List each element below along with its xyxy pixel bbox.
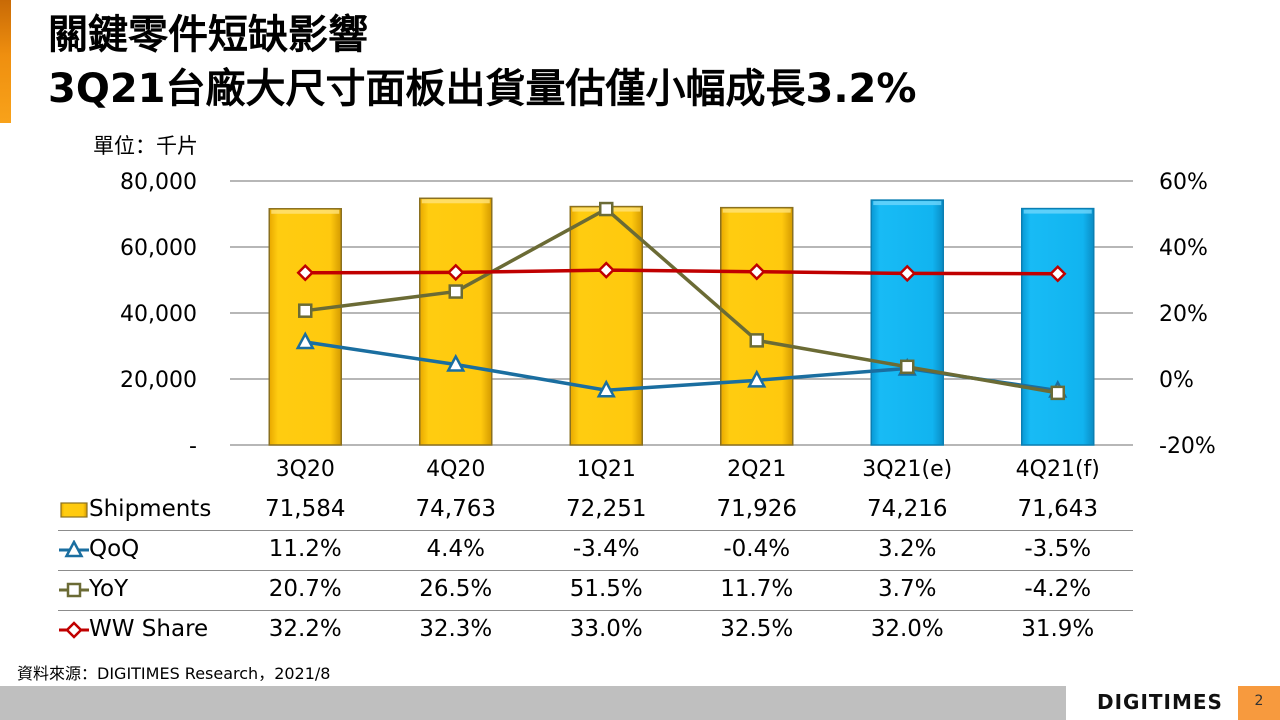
legend-key-shipments [60, 502, 88, 518]
source-note: 資料來源：DIGITIMES Research，2021/8 [17, 664, 331, 683]
page-title-line2: 3Q21台廠大尺寸面板出貨量估僅小幅成長3.2% [48, 66, 917, 112]
ww-share-point [1048, 264, 1067, 283]
legend-marker [65, 621, 83, 639]
ww-share-point [747, 262, 766, 281]
yoy-point [1050, 385, 1065, 401]
right-axis-tick-label: 0% [1159, 368, 1194, 393]
x-axis-tick-label: 4Q21(f) [1016, 457, 1100, 482]
line-yoy [305, 207, 1059, 395]
bar-highlight [1023, 209, 1092, 214]
x-axis-tick-label: 1Q21 [577, 457, 636, 482]
qoq-point [596, 379, 616, 398]
x-axis-tick-label: 2Q21 [727, 457, 786, 482]
bar-highlight [722, 208, 791, 213]
row-label: QoQ [89, 536, 140, 562]
legend-marker [66, 582, 82, 598]
gridlines [230, 180, 1133, 446]
left-axis-tick-label: 60,000 [120, 236, 197, 261]
x-axis-tick-label: 3Q21(e) [862, 457, 952, 482]
page-title-line1: 關鍵零件短缺影響 [48, 12, 368, 58]
left-axis-tick-label: 20,000 [120, 368, 197, 393]
bar-4Q21(f) [1021, 207, 1095, 446]
lines [295, 201, 1068, 401]
table-cell: -0.4% [723, 536, 791, 562]
page-number: 2 [1254, 693, 1264, 709]
yoy-point [599, 201, 614, 217]
x-axis-tick-label: 4Q20 [426, 457, 485, 482]
legend-key-ww-share [59, 621, 89, 639]
ww-share-point [597, 261, 616, 279]
row-label: YoY [89, 576, 129, 602]
ww-share-point [296, 263, 315, 282]
row-label: Shipments [89, 496, 212, 522]
unit-label: 單位：千片 [93, 134, 198, 158]
left-axis-tick-label: 40,000 [120, 302, 197, 327]
qoq-point [747, 369, 767, 388]
table-cell: -4.2% [1024, 576, 1092, 602]
table-rule [58, 530, 1133, 531]
legend-key-yoy [59, 582, 89, 598]
ww-share-point [898, 264, 917, 283]
table-cell: 71,643 [1017, 496, 1098, 522]
table-cell: 74,216 [867, 496, 948, 522]
bar-highlight [873, 201, 942, 206]
table-cell: 3.7% [878, 576, 937, 602]
qoq-point [446, 353, 466, 372]
legend-key-qoq [59, 540, 89, 558]
bar-3Q21(e) [870, 199, 944, 446]
table-cell: 32.0% [870, 616, 944, 642]
table-cell: 51.5% [569, 576, 643, 602]
legend-swatch [60, 502, 88, 518]
line-ww-share [305, 268, 1058, 276]
bar-highlight [421, 199, 490, 204]
table-cell: 4.4% [426, 536, 485, 562]
yoy-point [298, 303, 313, 318]
table-cell: 32.3% [419, 616, 493, 642]
table-cell: 72,251 [566, 496, 647, 522]
page-number-box: 2 [1238, 686, 1280, 720]
yoy-point [900, 359, 915, 375]
yoy-point [749, 333, 764, 348]
yoy-point [448, 284, 463, 299]
bar-4Q20 [419, 197, 493, 446]
bar-2Q21 [720, 206, 794, 446]
table-cell: 32.5% [720, 616, 794, 642]
line-qoq [304, 340, 1059, 393]
footer-bar [0, 686, 1066, 720]
right-axis-tick-label: 60% [1159, 170, 1208, 195]
right-axis-tick-label: 40% [1159, 236, 1208, 261]
digitimes-logo: DIGITIMES [1097, 690, 1223, 714]
right-axis-tick-label: 20% [1159, 302, 1208, 327]
x-axis-tick-label: 3Q20 [276, 457, 335, 482]
table-cell: 26.5% [419, 576, 493, 602]
table-cell: 20.7% [268, 576, 342, 602]
table-cell: 11.2% [268, 536, 342, 562]
table-cell: 74,763 [415, 496, 496, 522]
bar-highlight [271, 209, 340, 214]
table-cell: 71,926 [716, 496, 797, 522]
table-rule [58, 610, 1133, 611]
table-cell: 3.2% [878, 536, 937, 562]
table-cell: -3.4% [572, 536, 640, 562]
table-cell: 32.2% [268, 616, 342, 642]
bar-3Q20 [268, 208, 342, 446]
table-cell: 71,584 [265, 496, 346, 522]
table-cell: -3.5% [1024, 536, 1092, 562]
table-cell: 31.9% [1021, 616, 1095, 642]
right-axis-tick-label: -20% [1159, 434, 1216, 459]
accent-bar [0, 0, 11, 123]
legend-marker [64, 540, 84, 558]
table-cell: 11.7% [720, 576, 794, 602]
bar-1Q21 [569, 205, 643, 446]
axis-labels: - 20,000 40,000 60,000 80,000 -20% 0% 20% 40% 60%… [120, 170, 1216, 482]
bars [268, 197, 1095, 446]
table-cell: 33.0% [569, 616, 643, 642]
table-rule [58, 570, 1133, 571]
ww-share-point [446, 263, 465, 282]
row-label: WW Share [89, 616, 209, 642]
qoq-point [295, 331, 315, 350]
left-axis-tick-label: 80,000 [120, 170, 197, 195]
left-axis-tick-label: - [189, 434, 197, 459]
